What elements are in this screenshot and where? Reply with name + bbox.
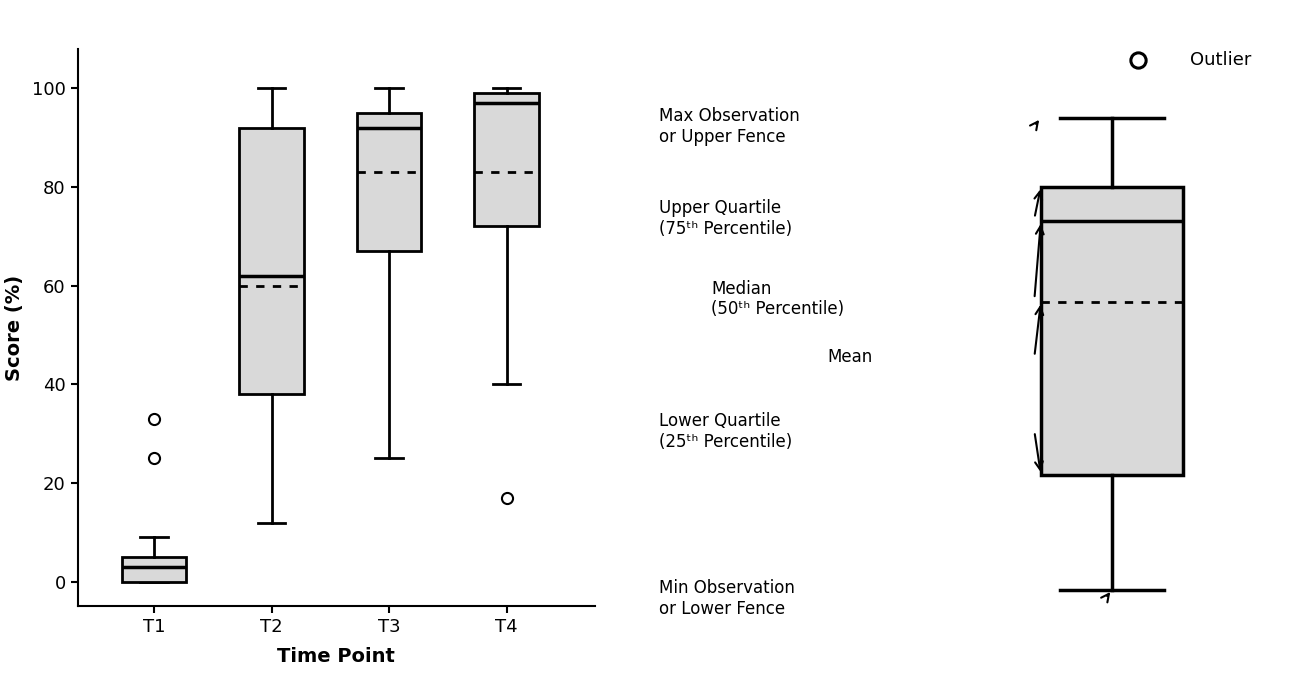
Y-axis label: Score (%): Score (%): [5, 275, 23, 381]
Text: Upper Quartile
(75ᵗʰ Percentile): Upper Quartile (75ᵗʰ Percentile): [659, 199, 793, 238]
Text: Outlier: Outlier: [1190, 51, 1250, 69]
Bar: [357, 113, 422, 251]
X-axis label: Time Point: Time Point: [277, 648, 396, 666]
Bar: [239, 128, 304, 395]
Bar: [1041, 187, 1183, 475]
Bar: [122, 557, 186, 582]
Text: Mean: Mean: [828, 348, 873, 365]
Bar: [475, 93, 539, 227]
Text: Median
(50ᵗʰ Percentile): Median (50ᵗʰ Percentile): [711, 279, 844, 319]
Text: Max Observation
or Upper Fence: Max Observation or Upper Fence: [659, 107, 800, 146]
Text: Min Observation
or Lower Fence: Min Observation or Lower Fence: [659, 579, 795, 618]
Text: Lower Quartile
(25ᵗʰ Percentile): Lower Quartile (25ᵗʰ Percentile): [659, 412, 793, 451]
